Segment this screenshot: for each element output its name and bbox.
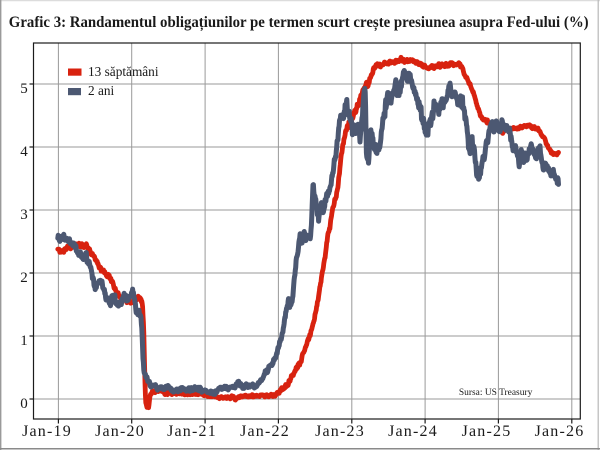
svg-text:2 ani: 2 ani: [88, 83, 115, 98]
svg-text:Jan-23: Jan-23: [315, 423, 365, 440]
svg-text:1: 1: [20, 333, 28, 349]
svg-text:0: 0: [20, 396, 28, 412]
svg-text:2: 2: [20, 270, 28, 286]
svg-text:Jan-22: Jan-22: [240, 423, 290, 440]
svg-text:Jan-24: Jan-24: [388, 423, 438, 440]
svg-text:Jan-25: Jan-25: [462, 423, 512, 440]
svg-text:Sursa: US Treasury: Sursa: US Treasury: [459, 388, 533, 398]
svg-text:Jan-21: Jan-21: [167, 423, 217, 440]
svg-text:3: 3: [20, 207, 28, 223]
svg-text:4: 4: [20, 144, 28, 160]
svg-text:13 săptămâni: 13 săptămâni: [88, 64, 159, 79]
svg-text:Jan-19: Jan-19: [22, 423, 72, 440]
svg-text:Grafic 3: Randamentul obligați: Grafic 3: Randamentul obligațiunilor pe …: [9, 13, 589, 31]
svg-text:Jan-26: Jan-26: [535, 423, 585, 440]
svg-text:5: 5: [20, 81, 28, 97]
svg-text:Jan-20: Jan-20: [95, 423, 145, 440]
